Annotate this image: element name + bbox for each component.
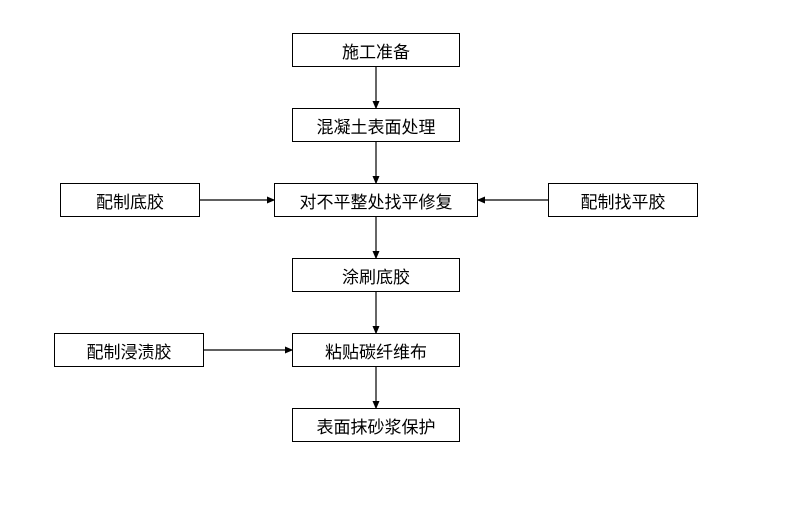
flow-node-s2: 配制找平胶 — [548, 183, 698, 217]
flow-node-label: 配制底胶 — [96, 188, 164, 213]
flow-node-s1: 配制底胶 — [60, 183, 200, 217]
flow-node-label: 配制找平胶 — [581, 188, 666, 213]
flow-node-label: 配制浸渍胶 — [87, 338, 172, 363]
flow-node-label: 粘贴碳纤维布 — [325, 338, 427, 363]
flow-node-label: 混凝土表面处理 — [317, 113, 436, 138]
flow-node-label: 施工准备 — [342, 38, 410, 63]
flow-node-label: 涂刷底胶 — [342, 263, 410, 288]
flow-node-n2: 混凝土表面处理 — [292, 108, 460, 142]
flow-node-n6: 表面抹砂浆保护 — [292, 408, 460, 442]
flow-node-label: 对不平整处找平修复 — [300, 188, 453, 213]
flow-node-label: 表面抹砂浆保护 — [317, 413, 436, 438]
flow-node-n3: 对不平整处找平修复 — [274, 183, 478, 217]
flow-node-n4: 涂刷底胶 — [292, 258, 460, 292]
flow-node-n5: 粘贴碳纤维布 — [292, 333, 460, 367]
flow-node-n1: 施工准备 — [292, 33, 460, 67]
flow-node-s3: 配制浸渍胶 — [54, 333, 204, 367]
